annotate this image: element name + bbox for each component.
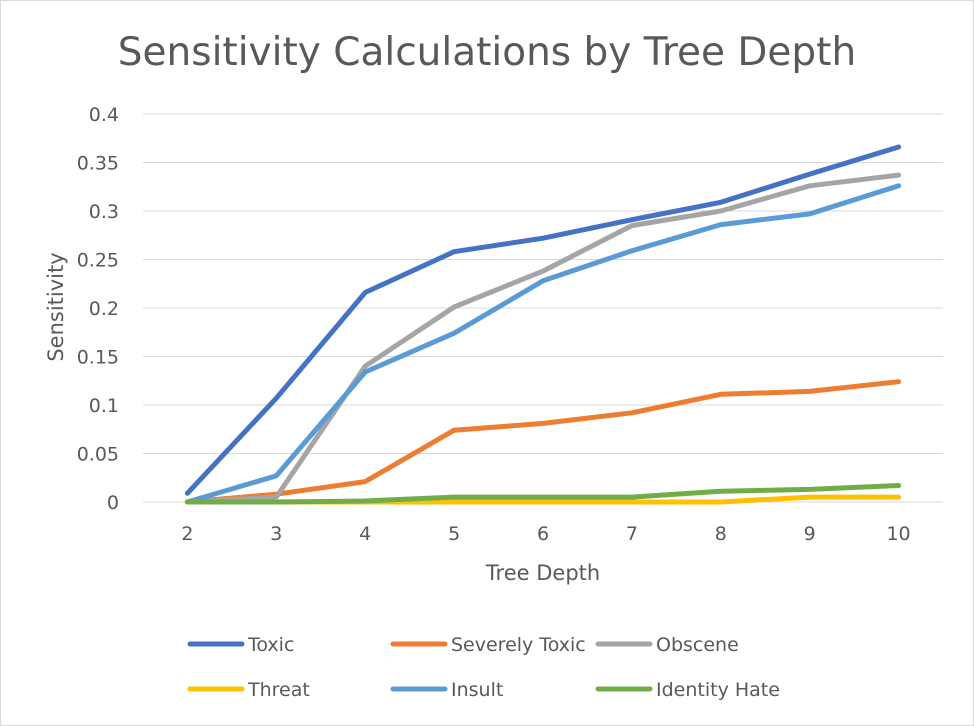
y-tick-label: 0.1	[89, 395, 119, 417]
series-line	[184, 379, 902, 505]
y-tick-label: 0.05	[77, 444, 119, 466]
chart-title: Sensitivity Calculations by Tree Depth	[118, 30, 856, 75]
y-axis-title: Sensitivity	[44, 252, 68, 361]
x-axis-title: Tree Depth	[485, 561, 600, 585]
legend-label: Toxic	[247, 634, 294, 656]
y-tick-label: 0.25	[77, 250, 119, 272]
x-tick-label: 2	[181, 523, 193, 545]
y-tick-label: 0.2	[89, 298, 119, 320]
series-line	[184, 172, 902, 505]
legend-label: Threat	[247, 679, 310, 701]
series-lines	[184, 144, 902, 505]
x-tick-label: 3	[270, 523, 282, 545]
x-axis-ticks: 2 3 4 5 6 7 8 9 10	[181, 523, 910, 545]
series-line	[184, 183, 902, 505]
series-line	[184, 144, 902, 496]
y-tick-label: 0.3	[89, 201, 119, 223]
legend-label: Severely Toxic	[451, 634, 586, 656]
legend-label: Identity Hate	[656, 679, 780, 701]
y-axis-ticks: 0 0.05 0.1 0.15 0.2 0.25 0.3 0.35 0.4	[77, 104, 119, 514]
x-tick-label: 5	[448, 523, 460, 545]
legend-label: Insult	[451, 679, 503, 701]
y-tick-label: 0	[107, 492, 119, 514]
x-tick-label: 4	[359, 523, 371, 545]
x-tick-label: 7	[626, 523, 638, 545]
x-tick-label: 8	[715, 523, 727, 545]
x-tick-label: 9	[804, 523, 816, 545]
legend: Toxic Severely Toxic Obscene Threat Insult Id…	[187, 634, 780, 701]
x-tick-label: 10	[886, 523, 910, 545]
y-tick-label: 0.15	[77, 347, 119, 369]
x-tick-label: 6	[537, 523, 549, 545]
y-tick-label: 0.4	[89, 104, 119, 126]
legend-label: Obscene	[656, 634, 739, 656]
y-tick-label: 0.35	[77, 153, 119, 175]
series-line	[184, 483, 902, 505]
